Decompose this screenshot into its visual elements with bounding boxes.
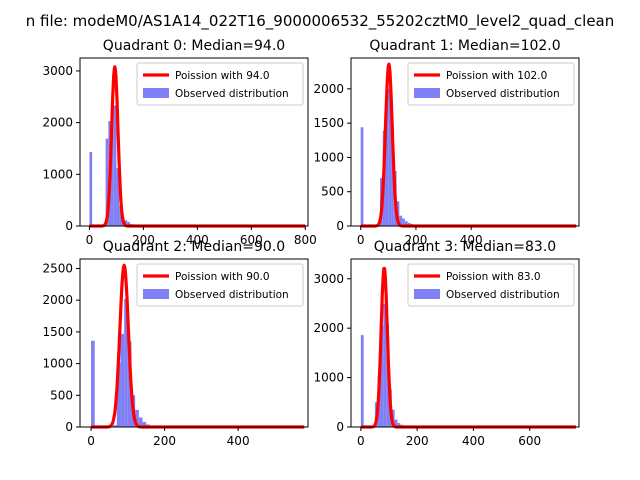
y-tick-label: 1500	[42, 325, 73, 339]
x-tick-label: 400	[186, 233, 209, 247]
legend-label-fit: Poission with 102.0	[446, 70, 547, 82]
y-tick-label: 2000	[313, 321, 344, 335]
legend-label-observed: Observed distribution	[446, 289, 560, 301]
y-tick-label: 1000	[313, 371, 344, 385]
y-tick-label: 500	[321, 185, 344, 199]
histogram-bar	[360, 335, 364, 427]
y-tick-label: 1000	[42, 357, 73, 371]
y-tick-label: 0	[65, 219, 73, 233]
legend-box	[407, 62, 575, 106]
y-tick-label: 2000	[42, 293, 73, 307]
x-tick-label: 0	[87, 434, 95, 448]
panel-title: Quadrant 0: Median=94.0	[103, 38, 285, 54]
y-tick-label: 2000	[42, 116, 73, 130]
legend-label-observed: Observed distribution	[175, 289, 289, 301]
y-tick-label: 0	[336, 420, 344, 434]
panel-title: Quadrant 3: Median=83.0	[374, 239, 556, 255]
histogram-bar	[391, 125, 394, 226]
y-tick-label: 0	[65, 420, 73, 434]
histogram-bar	[113, 425, 117, 427]
legend-label-fit: Poission with 90.0	[175, 271, 270, 283]
x-tick-label: 400	[460, 233, 483, 247]
x-tick-label: 200	[404, 233, 427, 247]
quadrant-1-panel: 0 200 400 0 500 1000 1500 2000 Quadrant 1: Media…	[313, 38, 580, 247]
histogram-bar	[404, 221, 408, 226]
histogram-bar	[124, 298, 128, 427]
histogram-bar	[360, 127, 364, 226]
figure-suptitle: n file: modeM0/AS1A14_022T16_9000006532_…	[26, 12, 615, 31]
legend-label-observed: Observed distribution	[175, 88, 289, 100]
histogram-bar	[120, 333, 125, 427]
x-tick-label: 200	[132, 233, 155, 247]
axes-frame	[350, 57, 580, 227]
y-tick-label: 3000	[42, 64, 73, 78]
quadrant-2-panel: 0 200 400 0 500 1000 1500 2000 2500 Quadrant 2: M…	[42, 239, 309, 448]
histogram-bar	[399, 215, 403, 226]
histogram-bar	[113, 105, 117, 226]
axes-frame	[350, 258, 580, 428]
histogram-bar	[138, 417, 143, 427]
y-tick-label: 2500	[42, 262, 73, 276]
legend-bar-swatch	[414, 88, 440, 98]
x-tick-label: 200	[153, 434, 176, 448]
y-tick-label: 1500	[313, 116, 344, 130]
histogram-bar	[394, 419, 398, 427]
legend-label-fit: Poission with 94.0	[175, 70, 270, 82]
histogram-bar	[127, 221, 130, 226]
histogram-bar	[124, 220, 128, 226]
histogram-bar	[380, 325, 384, 427]
legend-label-observed: Observed distribution	[446, 88, 560, 100]
legend-box	[136, 263, 304, 307]
x-tick-label: 0	[357, 434, 365, 448]
x-tick-label: 0	[86, 233, 94, 247]
x-tick-label: 800	[294, 233, 317, 247]
quadrant-3-panel: 0 200 400 600 0 1000 2000 3000 Quadrant 3: Media…	[313, 239, 580, 448]
histogram-bar	[142, 421, 147, 427]
histogram-bar	[388, 88, 392, 226]
histogram-bar	[116, 168, 120, 226]
legend-bar-swatch	[143, 88, 169, 98]
histogram-bar	[385, 86, 389, 226]
histogram-bar	[383, 303, 387, 427]
histogram-bar	[116, 362, 121, 427]
axes-frame	[79, 57, 309, 227]
histogram-bar	[397, 423, 401, 427]
y-tick-label: 2000	[313, 82, 344, 96]
histogram-bar	[89, 152, 93, 226]
histogram-bar	[105, 138, 109, 226]
panel-title: Quadrant 2: Median=90.0	[103, 239, 285, 255]
y-tick-label: 500	[50, 388, 73, 402]
legend-bar-swatch	[143, 289, 169, 299]
histogram-bar	[135, 409, 139, 427]
legend-label-fit: Poission with 83.0	[446, 271, 541, 283]
histogram-bar	[119, 205, 122, 226]
x-tick-label: 400	[227, 434, 250, 448]
x-tick-label: 400	[462, 434, 485, 448]
y-tick-label: 1000	[42, 167, 73, 181]
quadrant-0-panel: 0 200 400 600 800 0 1000 2000 3000 Quadrant 0: Me…	[42, 38, 316, 247]
legend-box	[407, 263, 575, 307]
panel-title: Quadrant 1: Median=102.0	[369, 38, 560, 54]
y-tick-label: 3000	[313, 272, 344, 286]
legend-bar-swatch	[414, 289, 440, 299]
histogram-bar	[111, 103, 114, 226]
histogram-bar	[402, 218, 405, 226]
y-tick-label: 0	[336, 219, 344, 233]
x-tick-label: 600	[518, 434, 541, 448]
legend-box	[136, 62, 304, 106]
axes-frame	[79, 258, 309, 428]
y-tick-label: 1000	[313, 150, 344, 164]
x-tick-label: 600	[240, 233, 263, 247]
x-tick-label: 200	[406, 434, 429, 448]
x-tick-label: 0	[357, 233, 365, 247]
histogram-bar	[91, 340, 95, 427]
